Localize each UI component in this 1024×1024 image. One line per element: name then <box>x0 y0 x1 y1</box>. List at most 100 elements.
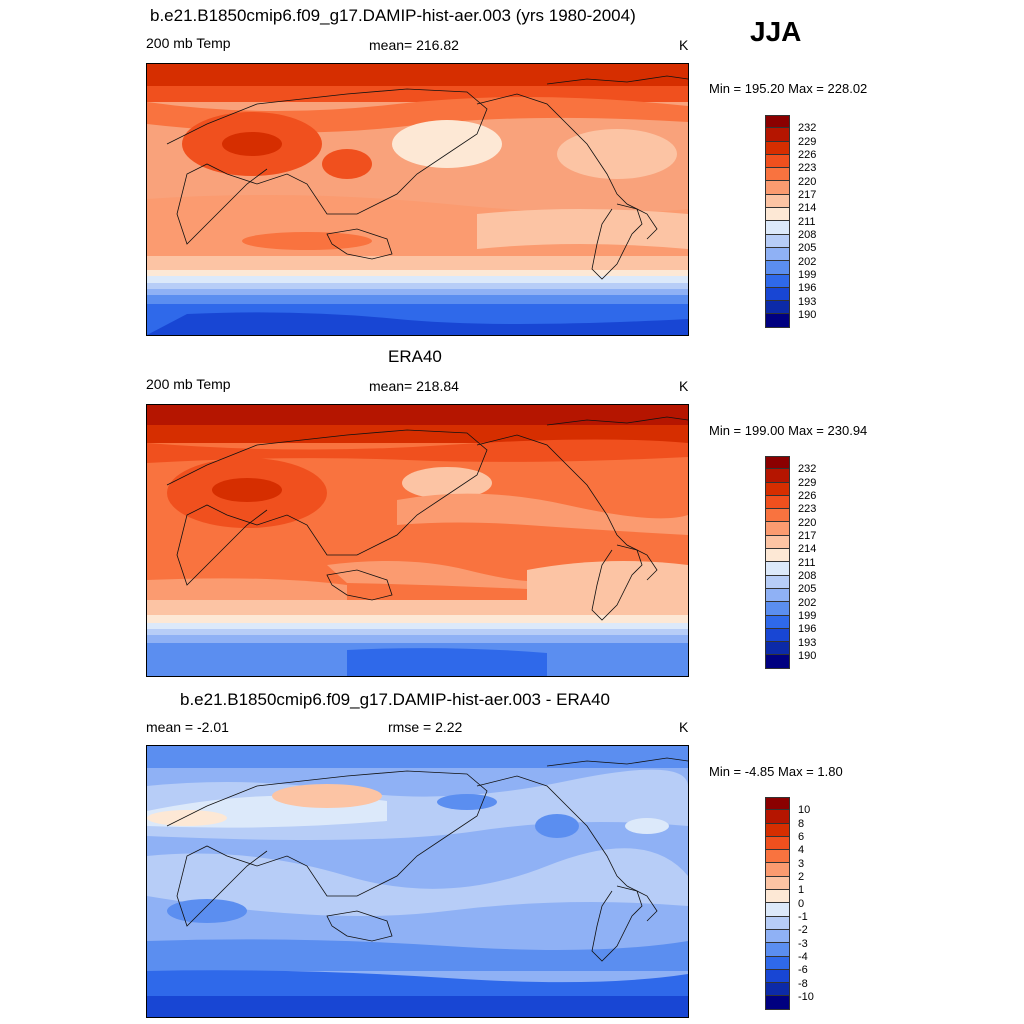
panel2-colorbar-label: 196 <box>798 623 817 635</box>
panel3-colorbar-swatch <box>765 943 790 957</box>
panel3-colorbar-label: 4 <box>798 844 805 856</box>
panel2-minmax: Min = 199.00 Max = 230.94 <box>709 423 868 438</box>
panel2-colorbar-swatch <box>765 588 790 603</box>
panel3-colorbar-swatch <box>765 929 790 944</box>
panel1-colorbar-swatch <box>765 314 790 328</box>
panel1-variable-label: 200 mb Temp <box>146 35 231 51</box>
panel2-map <box>146 404 689 677</box>
panel3-colorbar <box>765 797 790 1010</box>
panel2-mean-label: mean= 218.84 <box>369 378 459 394</box>
panel3-colorbar-swatch <box>765 863 790 877</box>
panel3-minmax: Min = -4.85 Max = 1.80 <box>709 764 843 779</box>
panel1-colorbar-swatch <box>765 181 790 195</box>
panel2-colorbar-label: 220 <box>798 517 817 529</box>
panel3-colorbar-swatch <box>765 890 790 904</box>
panel1-colorbar-label: 223 <box>798 162 817 174</box>
panel3-title: b.e21.B1850cmip6.f09_g17.DAMIP-hist-aer.… <box>180 690 610 709</box>
panel2-colorbar-label: 232 <box>798 463 817 475</box>
panel1-minmax: Min = 195.20 Max = 228.02 <box>709 81 868 96</box>
panel3-colorbar-label: 6 <box>798 831 805 843</box>
panel3-colorbar-label: -3 <box>798 938 808 950</box>
panel2-colorbar-swatch <box>765 495 790 510</box>
panel2-colorbar-swatch <box>765 642 790 656</box>
panel2-colorbar-label: 223 <box>798 503 817 515</box>
panel2-colorbar-label: 202 <box>798 597 817 609</box>
panel2-colorbar-label: 190 <box>798 650 817 662</box>
panel2-colorbar-swatch <box>765 628 790 643</box>
panel2-colorbar-label: 199 <box>798 610 817 622</box>
panel3-colorbar-label: -6 <box>798 964 808 976</box>
panel3-colorbar-swatch <box>765 916 790 930</box>
panel3-colorbar-swatch <box>765 836 790 851</box>
panel2-coastlines <box>166 416 688 621</box>
panel1-colorbar-swatch <box>765 141 790 155</box>
panel1-colorbar-swatch <box>765 194 790 209</box>
panel1-colorbar-label: 190 <box>798 309 817 321</box>
panel1-colorbar-swatch <box>765 208 790 222</box>
panel3-contour-field <box>147 746 688 1017</box>
panel3-colorbar-swatch <box>765 810 790 824</box>
panel3-colorbar-label: 2 <box>798 871 805 883</box>
panel2-contour-field <box>147 405 688 676</box>
panel3-colorbar-swatch <box>765 876 790 891</box>
panel2-variable-label: 200 mb Temp <box>146 376 231 392</box>
panel1-mean-label: mean= 216.82 <box>369 37 459 53</box>
panel1-colorbar-swatch <box>765 274 790 288</box>
panel1-colorbar-swatch <box>765 247 790 262</box>
panel2-colorbar-swatch <box>765 522 790 536</box>
panel2-colorbar-swatch <box>765 535 790 550</box>
panel2-colorbar-swatch <box>765 549 790 563</box>
panel3-colorbar-swatch <box>765 969 790 984</box>
panel2-colorbar-label: 214 <box>798 543 817 555</box>
panel2-colorbar <box>765 456 790 669</box>
panel2-colorbar-swatch <box>765 615 790 629</box>
panel1-colorbar-swatch <box>765 115 790 129</box>
panel1-colorbar-label: 229 <box>798 136 817 148</box>
panel1-map <box>146 63 689 336</box>
panel2-colorbar-swatch <box>765 575 790 589</box>
panel1-units-label: K <box>679 37 689 53</box>
panel3-colorbar-label: -2 <box>798 924 808 936</box>
panel1-colorbar-label: 217 <box>798 189 817 201</box>
panel3-units-label: K <box>679 719 689 735</box>
panel3-coastlines <box>166 757 688 962</box>
panel2-colorbar-label: 193 <box>798 637 817 649</box>
panel1-colorbar-swatch <box>765 128 790 142</box>
panel3-colorbar-label: 3 <box>798 858 805 870</box>
panel3-colorbar-label: 10 <box>798 804 811 816</box>
panel1-colorbar-label: 196 <box>798 282 817 294</box>
panel1-colorbar-swatch <box>765 221 790 235</box>
panel2-colorbar-label: 217 <box>798 530 817 542</box>
season-label: JJA <box>750 16 802 47</box>
panel3-colorbar-label: 8 <box>798 818 805 830</box>
panel2-colorbar-label: 229 <box>798 477 817 489</box>
panel2-colorbar-swatch <box>765 602 790 616</box>
panel3-colorbar-swatch <box>765 797 790 811</box>
panel2-colorbar-swatch <box>765 456 790 470</box>
panel1-contour-field <box>147 64 688 335</box>
panel1-colorbar-swatch <box>765 154 790 169</box>
panel1-colorbar-label: 202 <box>798 256 817 268</box>
panel2-units-label: K <box>679 378 689 394</box>
panel1-colorbar-swatch <box>765 301 790 315</box>
panel2-colorbar-label: 211 <box>798 557 816 569</box>
panel3-colorbar-swatch <box>765 996 790 1010</box>
panel2-colorbar-label: 208 <box>798 570 817 582</box>
panel3-mean-label: mean = -2.01 <box>146 719 229 735</box>
panel2-colorbar-swatch <box>765 469 790 483</box>
panel3-map <box>146 745 689 1018</box>
panel3-colorbar-swatch <box>765 903 790 917</box>
panel2-colorbar-swatch <box>765 562 790 576</box>
panel1-colorbar-swatch <box>765 287 790 302</box>
panel3-colorbar-label: -8 <box>798 978 808 990</box>
panel1-colorbar-label: 214 <box>798 202 817 214</box>
panel3-colorbar-label: 1 <box>798 884 805 896</box>
panel3-colorbar-label: 0 <box>798 898 805 910</box>
panel2-colorbar-label: 205 <box>798 583 817 595</box>
panel3-colorbar-label: -4 <box>798 951 808 963</box>
panel1-colorbar-swatch <box>765 168 790 182</box>
panel1-colorbar-swatch <box>765 261 790 275</box>
panel1-title: b.e21.B1850cmip6.f09_g17.DAMIP-hist-aer.… <box>150 6 636 25</box>
panel1-colorbar-label: 220 <box>798 176 817 188</box>
panel2-title: ERA40 <box>388 347 442 366</box>
